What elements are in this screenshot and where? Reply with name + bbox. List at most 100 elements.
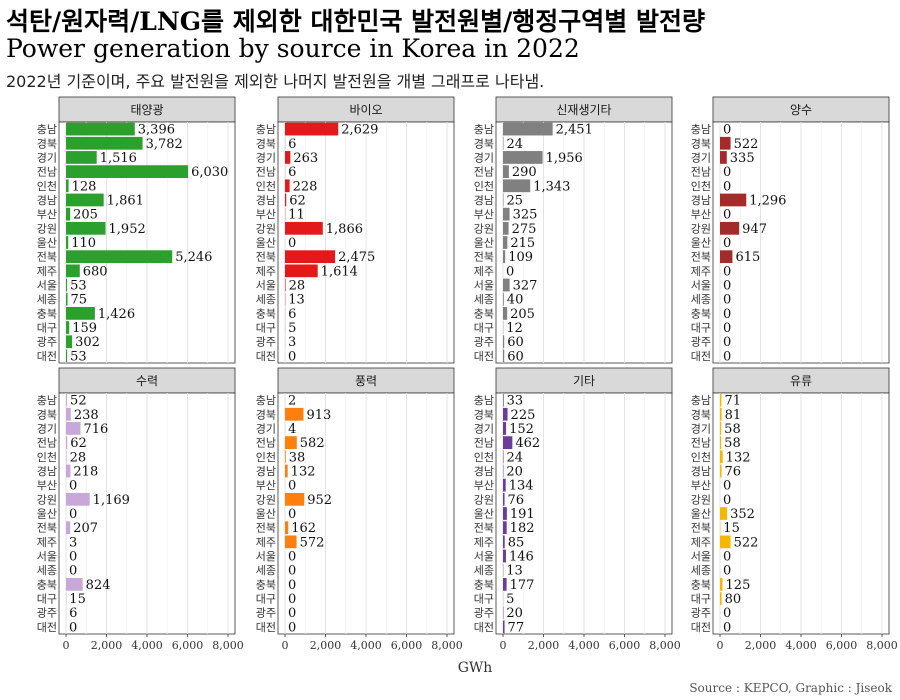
data-label: 71 — [724, 394, 741, 409]
data-label: 352 — [730, 507, 755, 522]
category-label: 충북 — [256, 578, 276, 591]
category-label: 경북 — [691, 137, 711, 150]
data-label: 5,246 — [175, 250, 212, 265]
category-label: 세종 — [691, 293, 711, 306]
bar — [503, 535, 505, 549]
data-label: 80 — [725, 592, 742, 607]
data-label: 0 — [69, 564, 77, 579]
data-label: 0 — [723, 620, 731, 635]
data-label: 28 — [70, 450, 87, 465]
category-label: 서울 — [691, 279, 711, 292]
data-label: 0 — [723, 335, 731, 350]
bar — [285, 521, 289, 535]
category-label: 부산 — [474, 479, 494, 492]
bar — [503, 179, 531, 193]
data-label: 0 — [723, 165, 731, 180]
data-label: 20 — [506, 606, 523, 621]
category-label: 인천 — [691, 179, 711, 193]
bar — [285, 122, 339, 136]
data-label: 0 — [288, 349, 296, 364]
category-label: 광주 — [256, 336, 276, 349]
data-label: 225 — [511, 408, 536, 423]
category-label: 경북 — [37, 137, 57, 150]
bar — [66, 307, 95, 320]
category-label: 제주 — [691, 536, 711, 549]
category-label: 세종 — [474, 293, 494, 306]
data-label: 52 — [70, 394, 87, 409]
category-label: 전남 — [256, 166, 276, 179]
category-label: 광주 — [37, 607, 57, 620]
data-label: 15 — [723, 521, 740, 536]
category-label: 충북 — [37, 307, 57, 320]
category-label: 경남 — [691, 465, 711, 478]
category-label: 부산 — [37, 208, 57, 221]
bar — [66, 136, 143, 150]
x-tick-label: 8,000 — [866, 639, 898, 652]
category-label: 경북 — [474, 408, 494, 421]
data-label: 13 — [506, 564, 523, 579]
category-label: 전북 — [474, 522, 494, 535]
x-tick-label: 4,000 — [350, 639, 382, 652]
category-label: 부산 — [691, 479, 711, 492]
bar — [720, 422, 722, 435]
x-tick-label: 0 — [282, 639, 289, 652]
data-label: 182 — [510, 521, 535, 536]
data-label: 1,866 — [326, 222, 363, 237]
data-label: 0 — [288, 606, 296, 621]
data-label: 3 — [69, 535, 77, 550]
data-label: 58 — [724, 436, 741, 451]
data-label: 2,629 — [341, 123, 378, 138]
data-label: 522 — [734, 535, 759, 550]
category-label: 부산 — [37, 479, 57, 492]
data-label: 205 — [73, 208, 98, 223]
data-label: 0 — [723, 264, 731, 279]
category-label: 충남 — [256, 123, 276, 136]
data-label: 327 — [513, 279, 538, 294]
data-label: 177 — [510, 578, 535, 593]
data-label: 76 — [508, 493, 525, 508]
data-label: 6 — [69, 606, 77, 621]
category-label: 강원 — [37, 493, 57, 506]
category-label: 경기 — [37, 422, 57, 435]
data-label: 0 — [288, 620, 296, 635]
data-label: 125 — [726, 578, 751, 593]
data-label: 302 — [75, 335, 100, 350]
bar — [503, 307, 508, 320]
bar — [720, 151, 727, 164]
category-label: 경기 — [37, 151, 57, 164]
category-label: 세종 — [256, 293, 276, 306]
data-label: 1,956 — [546, 151, 583, 166]
data-label: 2,451 — [556, 123, 593, 138]
category-label: 경북 — [256, 137, 276, 150]
facet-strip — [277, 96, 455, 123]
category-label: 전북 — [256, 251, 276, 264]
bar — [503, 207, 510, 221]
data-label: 62 — [289, 193, 306, 208]
bar — [720, 450, 723, 464]
data-label: 290 — [512, 165, 537, 180]
category-label: 강원 — [474, 222, 494, 235]
bar — [66, 165, 189, 178]
bar — [503, 349, 505, 363]
facet-title: 수력 — [136, 374, 158, 388]
data-label: 20 — [506, 464, 523, 479]
bar — [66, 492, 90, 506]
category-label: 서울 — [256, 550, 276, 563]
data-label: 110 — [71, 236, 96, 251]
category-label: 광주 — [691, 336, 711, 349]
category-label: 강원 — [256, 222, 276, 235]
category-label: 대구 — [474, 593, 494, 606]
data-label: 0 — [288, 507, 296, 522]
data-label: 0 — [288, 564, 296, 579]
category-label: 대구 — [256, 593, 276, 606]
category-label: 경기 — [256, 422, 276, 435]
data-label: 218 — [73, 464, 98, 479]
data-label: 12 — [506, 321, 523, 336]
data-label: 15 — [69, 592, 86, 607]
category-label: 충북 — [691, 578, 711, 591]
bar — [503, 335, 505, 349]
facet-strip — [58, 96, 236, 123]
category-label: 전북 — [691, 251, 711, 264]
bar — [503, 620, 505, 634]
category-label: 전남 — [37, 437, 57, 450]
